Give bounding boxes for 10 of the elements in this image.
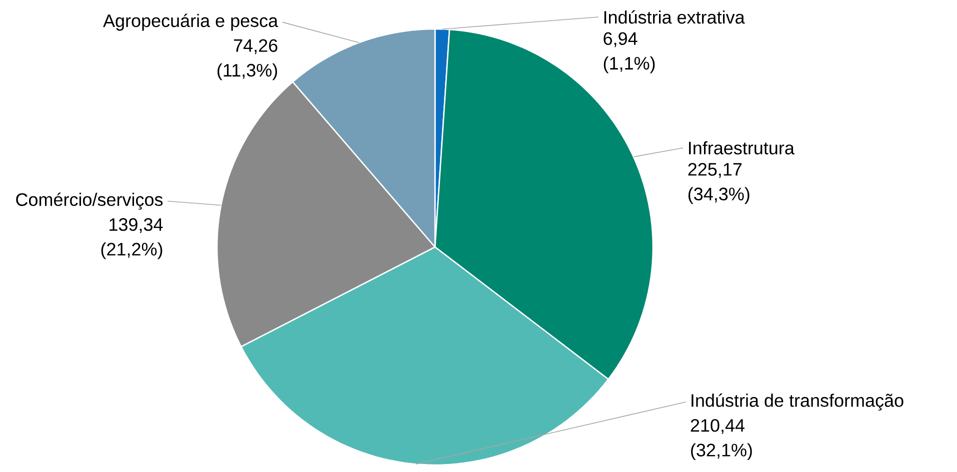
data-label: 74,26 (11,3%) <box>218 39 278 80</box>
data-label: 225,17 (34,3%) <box>688 162 750 204</box>
data-label: 6,94 (1,1%) <box>604 32 655 74</box>
slice-label: Indústria extrativa <box>604 10 745 24</box>
slice-label: Comércio/serviços <box>16 192 163 210</box>
data-label: 139,34 (21,2%) <box>101 218 163 260</box>
slice-label: Agropecuária e pesca <box>103 14 278 31</box>
slice-label: Infraestrutura <box>689 141 794 154</box>
data-label: 210,44 (32,1%) <box>690 419 752 460</box>
slice-label: Indústria de transformação <box>692 393 904 411</box>
